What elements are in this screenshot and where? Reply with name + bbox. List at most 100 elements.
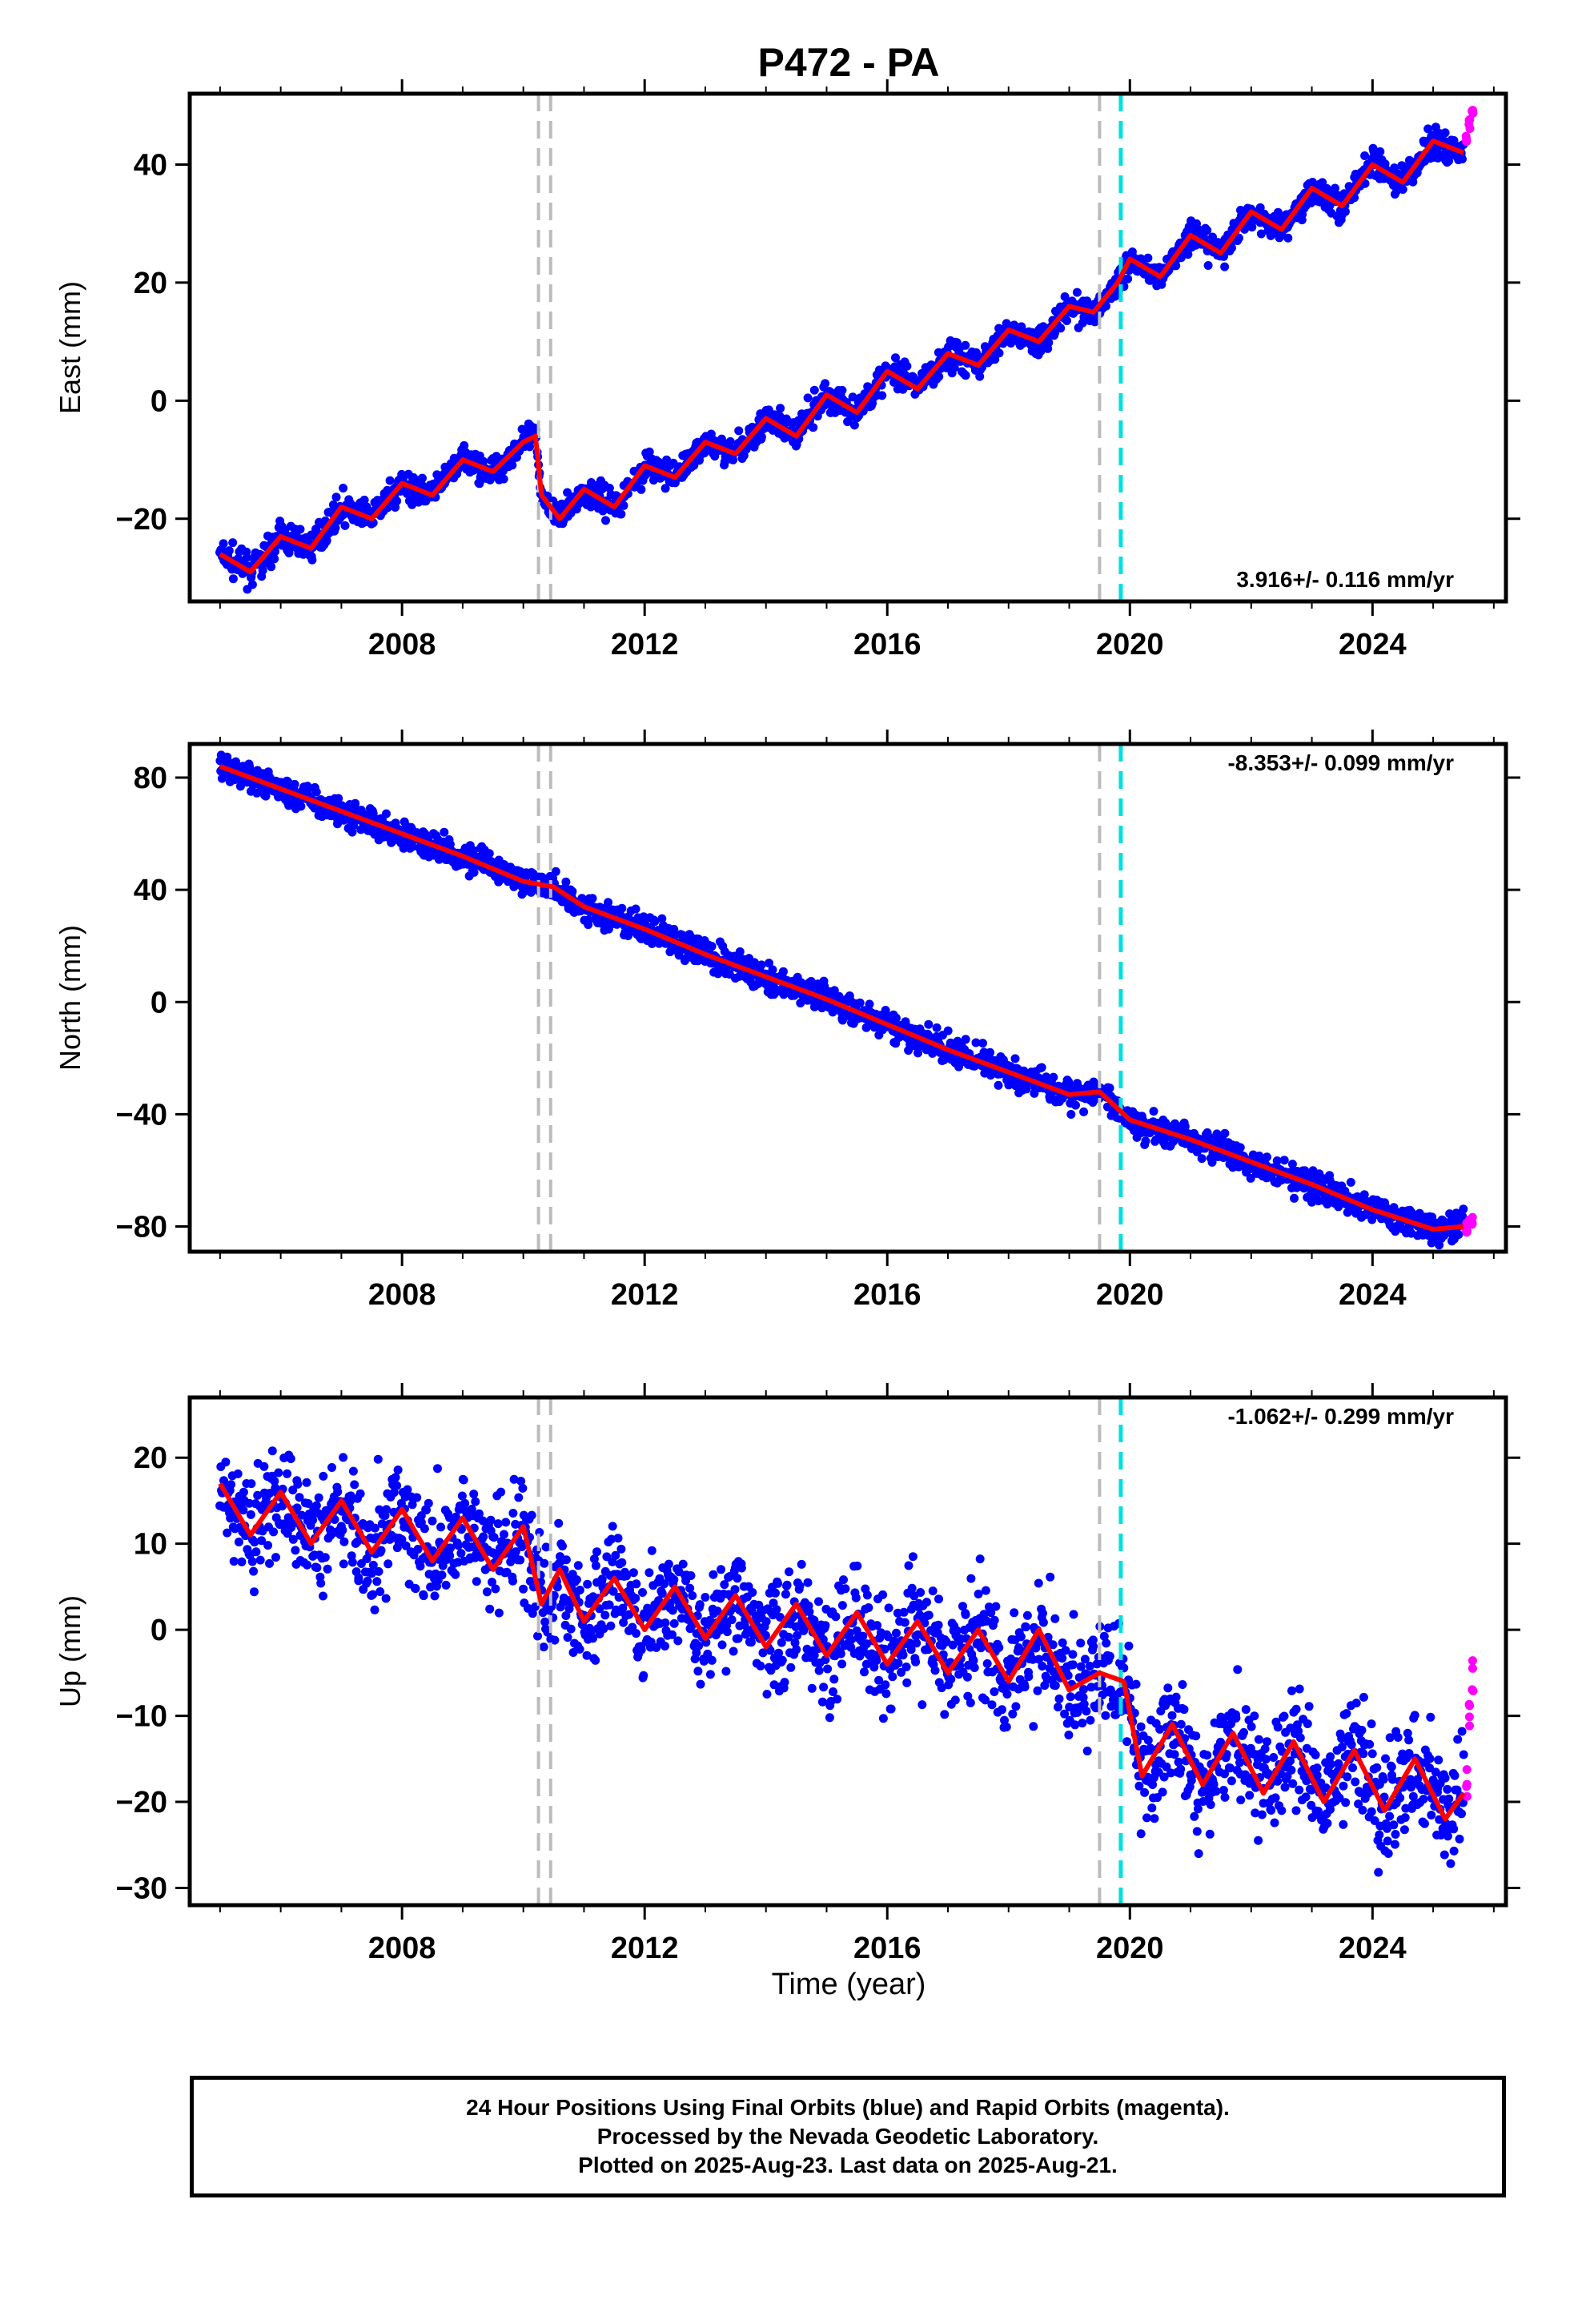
- final-orbit-point: [478, 1516, 488, 1526]
- final-orbit-point: [631, 904, 640, 914]
- final-orbit-point: [644, 1568, 654, 1578]
- final-orbit-point: [253, 1490, 263, 1500]
- final-orbit-point: [283, 1469, 292, 1478]
- final-orbit-point: [508, 1576, 517, 1586]
- final-orbit-point: [1449, 136, 1459, 145]
- final-orbit-point: [819, 1683, 829, 1692]
- final-orbit-point: [250, 1587, 259, 1597]
- final-orbit-point: [657, 914, 667, 923]
- final-orbit-point: [961, 371, 970, 380]
- final-orbit-point: [1123, 274, 1133, 283]
- final-orbit-point: [561, 877, 571, 887]
- final-orbit-point: [1458, 1212, 1468, 1221]
- final-orbit-point: [1022, 1084, 1031, 1094]
- rapid-orbit-point: [1468, 1218, 1477, 1228]
- final-orbit-point: [851, 1593, 861, 1602]
- final-orbit-point: [1071, 1100, 1080, 1110]
- final-orbit-point: [865, 999, 874, 1009]
- final-orbit-point: [869, 1663, 879, 1672]
- final-orbit-point: [793, 1630, 802, 1640]
- final-orbit-point: [519, 1584, 528, 1594]
- final-orbit-point: [347, 1558, 357, 1567]
- final-orbit-point: [1340, 207, 1350, 216]
- final-orbit-point: [803, 393, 813, 403]
- final-orbit-point: [363, 1576, 372, 1586]
- final-orbit-point: [491, 1584, 500, 1594]
- final-orbit-point: [320, 1553, 330, 1562]
- final-orbit-point: [1427, 1212, 1437, 1222]
- final-orbit-point: [340, 521, 350, 530]
- final-orbit-point: [551, 866, 560, 876]
- final-orbit-point: [499, 474, 508, 484]
- final-orbit-point: [786, 1663, 796, 1672]
- x-tick-label: 2024: [1339, 1278, 1407, 1312]
- final-orbit-point: [331, 523, 340, 533]
- final-orbit-point: [707, 1655, 717, 1665]
- final-orbit-point: [1220, 262, 1230, 271]
- final-orbit-point: [841, 1584, 850, 1594]
- final-orbit-point: [776, 404, 785, 413]
- final-orbit-point: [377, 1519, 387, 1529]
- final-orbit-point: [302, 1478, 311, 1487]
- final-orbit-point: [468, 846, 478, 855]
- final-orbit-point: [604, 1600, 614, 1610]
- final-orbit-point: [323, 1564, 332, 1574]
- final-orbit-point: [416, 1562, 425, 1571]
- final-orbit-point: [265, 1489, 275, 1498]
- final-orbit-point: [644, 447, 654, 456]
- final-orbit-point: [837, 1659, 847, 1669]
- final-orbit-point: [509, 1474, 519, 1484]
- final-orbit-point: [729, 1647, 738, 1656]
- final-orbit-point: [445, 1551, 455, 1561]
- final-orbit-point: [267, 562, 276, 572]
- final-orbit-point: [821, 379, 830, 388]
- final-orbit-point: [805, 1607, 814, 1617]
- final-orbit-point: [668, 1630, 677, 1639]
- final-orbit-point: [852, 1626, 861, 1635]
- final-orbit-point: [267, 1446, 277, 1456]
- final-orbit-point: [257, 1536, 267, 1546]
- final-orbit-point: [308, 1515, 318, 1525]
- final-orbit-point: [814, 1666, 824, 1675]
- final-orbit-point: [694, 1641, 704, 1651]
- x-tick-label: 2020: [1096, 628, 1164, 661]
- final-orbit-point: [1360, 151, 1370, 160]
- final-orbit-point: [608, 1522, 617, 1531]
- final-orbit-point: [219, 539, 228, 549]
- final-orbit-point: [249, 1566, 259, 1576]
- final-orbit-point: [785, 1567, 793, 1577]
- final-orbit-point: [1149, 1107, 1158, 1116]
- final-orbit-point: [661, 484, 670, 493]
- final-orbit-point: [368, 1560, 378, 1570]
- final-orbit-point: [602, 1552, 612, 1562]
- final-orbit-point: [713, 1606, 722, 1616]
- final-orbit-point: [773, 1578, 783, 1588]
- final-orbit-point: [809, 1651, 819, 1660]
- final-orbit-point: [516, 1555, 525, 1565]
- final-orbit-point: [237, 1557, 247, 1566]
- final-orbit-point: [727, 1615, 737, 1625]
- final-orbit-point: [720, 1580, 729, 1590]
- final-orbit-point: [554, 1518, 564, 1528]
- final-orbit-point: [437, 1570, 447, 1580]
- final-orbit-point: [1235, 1143, 1245, 1152]
- final-orbit-point: [891, 353, 900, 363]
- final-orbit-point: [611, 1550, 620, 1560]
- final-orbit-point: [990, 355, 1000, 364]
- final-orbit-point: [347, 827, 357, 837]
- final-orbit-point: [748, 1588, 757, 1597]
- final-orbit-point: [312, 1563, 322, 1573]
- final-orbit-point: [622, 1571, 631, 1581]
- final-orbit-point: [339, 1537, 349, 1546]
- final-orbit-point: [975, 372, 985, 381]
- final-orbit-point: [932, 1023, 942, 1032]
- final-orbit-point: [837, 1601, 847, 1610]
- final-orbit-point: [488, 1578, 496, 1587]
- final-orbit-point: [768, 965, 777, 975]
- final-orbit-point: [803, 1578, 813, 1587]
- final-orbit-point: [397, 1534, 407, 1544]
- final-orbit-point: [858, 1631, 868, 1641]
- final-orbit-point: [588, 894, 597, 903]
- x-tick-label: 2012: [611, 1278, 679, 1312]
